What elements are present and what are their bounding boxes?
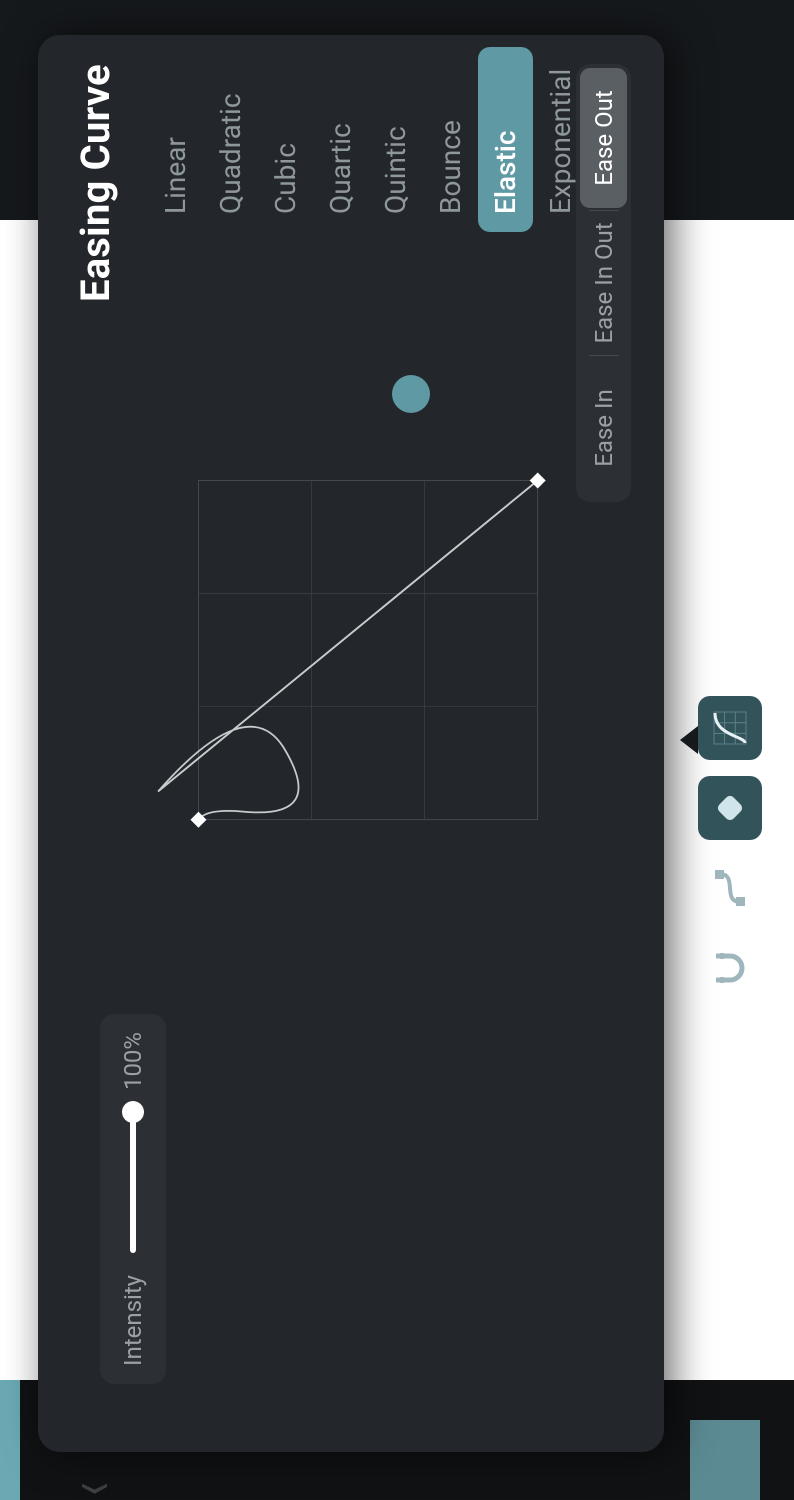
intensity-thumb[interactable] — [122, 1101, 144, 1123]
toolbar-bezier-button[interactable] — [698, 856, 762, 920]
intensity-slider[interactable]: Intensity 100% — [100, 1014, 166, 1384]
editor-toolbar — [698, 696, 762, 1000]
easing-icon — [710, 708, 750, 748]
curve-type-quadratic[interactable]: Quadratic — [203, 47, 258, 232]
curve-type-quintic[interactable]: Quintic — [368, 47, 423, 232]
toolbar-keyframe-button[interactable] — [698, 776, 762, 840]
bezier-icon — [710, 868, 750, 908]
keyframe-icon — [714, 792, 746, 824]
segment-separator — [589, 355, 619, 356]
curve-grid-svg — [150, 432, 570, 852]
curve-type-quartic[interactable]: Quartic — [313, 47, 368, 232]
curve-canvas[interactable] — [100, 312, 590, 872]
easing-popover: Easing Curve Linear Quadratic Cubic Quar… — [38, 35, 664, 1452]
popover-title: Easing Curve — [72, 64, 119, 302]
chevron-left-icon[interactable]: ‹ — [53, 1482, 129, 1496]
curve-preview-dot — [392, 375, 430, 413]
curve-type-linear[interactable]: Linear — [148, 47, 203, 232]
magnet-icon — [710, 948, 750, 988]
segment-separator — [589, 210, 619, 211]
intensity-label: Intensity — [119, 1275, 147, 1366]
toolbar-easing-button[interactable] — [698, 696, 762, 760]
ease-mode-out[interactable]: Ease Out — [580, 68, 627, 208]
ease-mode-in-out[interactable]: Ease In Out — [580, 213, 627, 353]
curve-type-cubic[interactable]: Cubic — [258, 47, 313, 232]
rotated-stage: ‹ ⌄ Easing Curve Linear Quadratic Cubic … — [0, 0, 794, 1500]
curve-type-bounce[interactable]: Bounce — [423, 47, 478, 232]
toolbar-magnet-button[interactable] — [698, 936, 762, 1000]
timeline-clip-fragment — [690, 1420, 760, 1500]
curve-type-elastic[interactable]: Elastic — [478, 47, 533, 232]
intensity-value: 100% — [119, 1032, 147, 1094]
ease-mode-in[interactable]: Ease In — [580, 358, 627, 498]
ease-mode-segmented: Ease In Ease In Out Ease Out — [576, 64, 631, 502]
intensity-track[interactable] — [130, 1112, 136, 1253]
popover-pointer — [680, 726, 698, 754]
curve-type-list: Linear Quadratic Cubic Quartic Quintic B… — [148, 47, 643, 232]
